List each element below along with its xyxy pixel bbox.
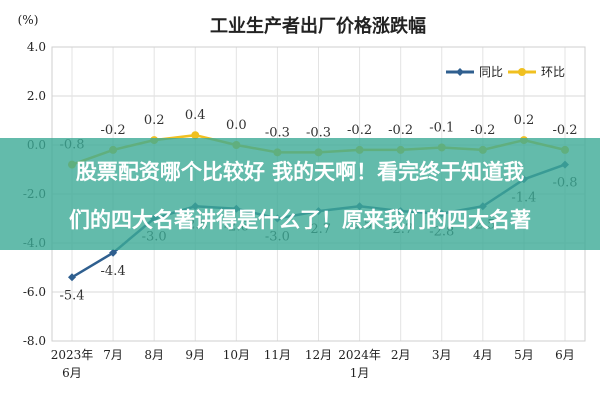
y-tick-label: -6.0 — [23, 285, 46, 299]
data-label: -0.2 — [347, 123, 372, 138]
data-label: 0.2 — [144, 113, 165, 128]
data-label: -0.2 — [101, 123, 126, 138]
data-label: 0.0 — [226, 118, 247, 133]
x-tick-label: 7月 — [103, 348, 123, 362]
data-label: -0.2 — [552, 123, 577, 138]
chart-title: 工业生产者出厂价格涨跌幅 — [210, 15, 426, 37]
data-label: -5.4 — [59, 288, 84, 303]
x-tick-label: 1月 — [350, 366, 370, 380]
data-label: -0.2 — [470, 123, 495, 138]
x-tick-label: 2月 — [391, 348, 411, 362]
legend-label: 环比 — [541, 65, 565, 79]
x-tick-label: 2023年 — [51, 348, 94, 362]
overlay-text-line2: 们的四大名著讲得是什么了！原来我们的四大名著 — [69, 208, 531, 232]
data-label: -0.2 — [388, 123, 413, 138]
x-tick-label: 11月 — [264, 348, 291, 362]
legend-label: 同比 — [479, 65, 503, 79]
x-tick-label: 2024年 — [338, 348, 381, 362]
series-point — [109, 248, 118, 257]
data-label: -0.1 — [429, 120, 454, 135]
legend-marker — [518, 68, 526, 76]
x-tick-label: 6月 — [62, 366, 82, 380]
overlay-banner — [0, 138, 600, 250]
x-tick-label: 9月 — [185, 348, 205, 362]
y-unit-label: (%) — [18, 13, 39, 27]
y-tick-label: -8.0 — [23, 334, 46, 348]
data-label: 0.4 — [185, 108, 206, 123]
series-point — [68, 273, 76, 282]
data-label: -0.3 — [265, 125, 290, 140]
x-tick-label: 6月 — [555, 348, 575, 362]
data-label: -0.3 — [306, 125, 331, 140]
x-tick-label: 12月 — [305, 348, 332, 362]
data-label: 0.2 — [514, 113, 535, 128]
x-tick-label: 5月 — [514, 348, 534, 362]
x-tick-label: 8月 — [144, 348, 164, 362]
series-point — [191, 131, 200, 140]
data-label: -4.4 — [101, 264, 126, 279]
legend: 同比 环比 — [446, 65, 565, 79]
x-tick-label: 3月 — [432, 348, 452, 362]
legend-marker — [456, 68, 464, 76]
x-tick-label: 4月 — [473, 348, 493, 362]
overlay-text-line1: 股票配资哪个比较好 我的天啊！看完终于知道我 — [75, 160, 525, 184]
y-tick-label: 4.0 — [27, 40, 46, 54]
x-tick-label: 10月 — [223, 348, 250, 362]
y-tick-label: 2.0 — [27, 89, 46, 103]
